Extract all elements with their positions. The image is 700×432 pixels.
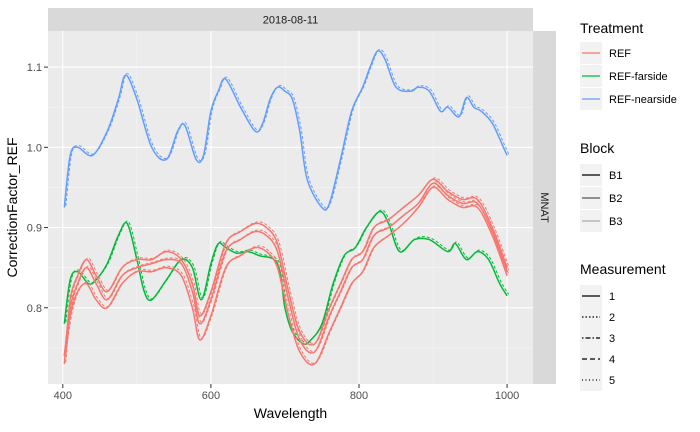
legend-label-b3: B3 (609, 216, 622, 228)
x-tick-label: 1000 (495, 390, 519, 402)
legend-label-m1: 1 (609, 291, 615, 303)
legend-label-m5: 5 (609, 375, 615, 387)
series-line-ref-farside-b1-replicate (65, 209, 510, 344)
facet-strip-top (48, 8, 533, 31)
panel-background (48, 31, 533, 384)
axis-ticks: 400 600 800 1000 0.8 0.9 1.0 1.1 (27, 62, 520, 402)
series-lines (63, 48, 510, 366)
x-tick-label: 400 (54, 390, 72, 402)
legend-label-b2: B2 (609, 193, 622, 205)
series-line-ref-b1 (63, 178, 508, 364)
x-tick-label: 600 (202, 390, 220, 402)
y-tick-label: 0.9 (27, 223, 42, 235)
x-axis-title: Wavelength (254, 405, 327, 421)
legend-label-m3: 3 (609, 333, 615, 345)
legend-treatment: Treatment REF REF-farside REF-nearside (580, 20, 677, 110)
series-line-ref-farside-b1 (63, 210, 508, 346)
legend-label-ref: REF (609, 48, 631, 60)
facet-strip-top-label: 2018-08-11 (263, 15, 318, 27)
y-axis-title: CorrectionFactor_REF (4, 137, 20, 277)
legend-label-m4: 4 (609, 354, 615, 366)
legend-treatment-title: Treatment (580, 20, 643, 36)
x-tick-label: 800 (350, 390, 368, 402)
legend-label-m2: 2 (609, 312, 615, 324)
legend-label-ref-nearside: REF-nearside (609, 94, 677, 106)
gridlines (48, 31, 533, 384)
legend-label-b1: B1 (609, 170, 622, 182)
series-line-ref-b2 (63, 182, 508, 356)
legend-measurement: Measurement 1 2 3 4 5 (580, 261, 666, 391)
series-line-ref-nearside-b1 (63, 50, 508, 211)
y-tick-label: 1.0 (27, 142, 42, 154)
legend-measurement-title: Measurement (580, 261, 666, 277)
y-tick-label: 1.1 (27, 62, 42, 74)
legend-block: Block B1 B2 B3 (580, 140, 622, 232)
series-line-ref-b3 (63, 186, 508, 366)
legend-block-title: Block (580, 140, 615, 156)
y-tick-label: 0.8 (27, 303, 42, 315)
facet-strip-right (533, 31, 556, 384)
facet-strip-right-label: MNAT (538, 192, 550, 223)
legend-label-ref-farside: REF-farside (609, 71, 668, 83)
